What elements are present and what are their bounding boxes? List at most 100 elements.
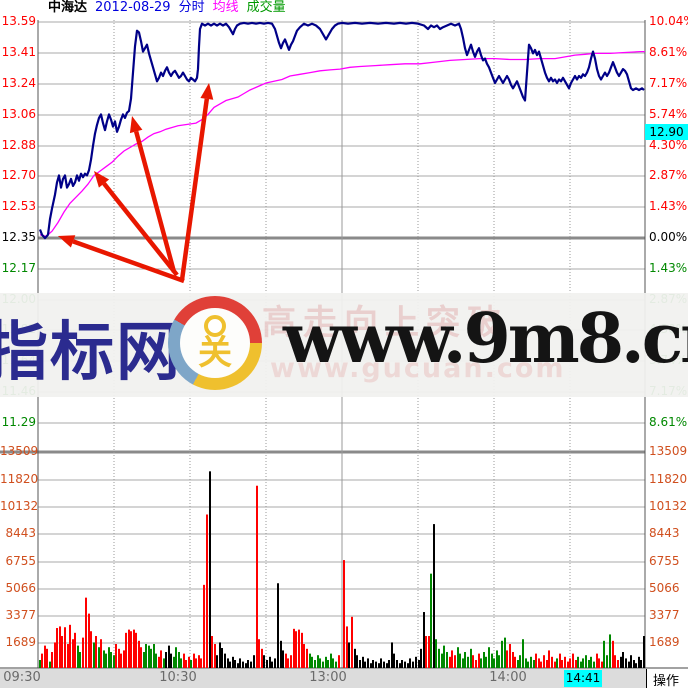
volume-axis-label-left: 6755: [5, 554, 36, 568]
volume-bar: [103, 650, 105, 668]
volume-bar: [488, 647, 490, 668]
volume-bar: [195, 658, 197, 668]
volume-bar: [475, 660, 477, 668]
volume-bar: [543, 655, 545, 668]
volume-bar: [622, 652, 624, 668]
price-axis-label: 12.88: [1, 138, 36, 152]
annotation-arrow-shaft: [179, 98, 210, 281]
volume-bar: [203, 584, 205, 668]
volume-bar: [330, 653, 332, 668]
watermark-band: 高走向上突破 www.gucuan.com 指标网 关 www.9m8.cn: [0, 293, 688, 397]
percent-axis-label: 8.61%: [649, 45, 688, 59]
annotation-arrow-shaft: [102, 182, 179, 277]
volume-bar: [293, 628, 295, 668]
volume-axis-label-left: 13509: [0, 444, 39, 458]
volume-bar: [609, 634, 611, 668]
volume-bar: [113, 655, 115, 668]
time-axis-label: 10:30: [159, 670, 197, 685]
volume-bar: [472, 655, 474, 668]
volume-bar: [404, 661, 406, 668]
volume-bar: [538, 658, 540, 668]
volume-axis-label-right: 13509: [649, 444, 688, 458]
volume-bar: [79, 652, 81, 668]
volume-bar: [41, 653, 43, 668]
volume-bar: [464, 652, 466, 668]
volume-bar: [418, 660, 420, 668]
volume-bar: [617, 660, 619, 668]
volume-bar: [354, 648, 356, 668]
volume-bar: [590, 656, 592, 668]
volume-bar: [525, 658, 527, 668]
volume-bar: [530, 656, 532, 668]
volume-bar: [504, 637, 506, 668]
volume-bar: [306, 648, 308, 668]
volume-bar: [572, 653, 574, 668]
volume-bar: [606, 655, 608, 668]
volume-bar: [183, 653, 185, 668]
volume-bar: [332, 658, 334, 668]
volume-bar: [39, 660, 41, 668]
volume-axis-label-right: 8443: [649, 526, 680, 540]
volume-bar: [242, 661, 244, 668]
volume-bar: [593, 661, 595, 668]
volume-bar: [88, 613, 90, 668]
volume-bar: [64, 627, 66, 668]
action-cell[interactable]: [646, 669, 688, 688]
volume-bar: [49, 661, 51, 668]
volume-bar: [596, 653, 598, 668]
volume-bar: [133, 629, 135, 668]
volume-bar: [301, 632, 303, 668]
9m8-coin-logo-icon: 关: [168, 296, 262, 390]
action-label[interactable]: 操作: [653, 674, 680, 688]
volume-bar: [567, 661, 569, 668]
volume-bar: [180, 658, 182, 668]
volume-bar: [407, 663, 409, 668]
volume-bar: [493, 658, 495, 668]
avg-line-legend[interactable]: 均线: [212, 0, 239, 15]
volume-bar: [140, 647, 142, 668]
volume-bar: [82, 637, 84, 668]
volume-bar: [282, 650, 284, 668]
volume-bar: [635, 663, 637, 668]
volume-bar: [551, 656, 553, 668]
percent-axis-label: 4.30%: [649, 138, 688, 152]
volume-bar: [46, 648, 48, 668]
volume-bar: [491, 653, 493, 668]
volume-bar: [462, 658, 464, 668]
volume-bar: [54, 642, 56, 668]
volume-axis-label-left: 10132: [0, 499, 39, 513]
volume-axis-label-right: 10132: [649, 499, 688, 513]
volume-bar: [338, 655, 340, 668]
volume-bar: [206, 514, 208, 668]
volume-bar: [229, 661, 231, 668]
volume-bar: [253, 655, 255, 668]
volume-bar: [346, 626, 348, 668]
volume-axis-label-right: 3377: [649, 608, 680, 622]
volume-bar: [224, 653, 226, 668]
volume-legend[interactable]: 成交量: [246, 0, 286, 15]
volume-bar: [250, 661, 252, 668]
volume-bar: [322, 661, 324, 668]
period-label[interactable]: 分时: [178, 0, 205, 15]
volume-bar: [575, 660, 577, 668]
volume-bar: [303, 644, 305, 668]
volume-bar: [335, 661, 337, 668]
price-axis-label: 12.17: [1, 261, 36, 275]
volume-bar: [120, 653, 122, 668]
volume-bar: [269, 656, 271, 668]
volume-bar: [237, 663, 239, 668]
title-bar: 中海达 2012-08-29 分时 均线 成交量: [48, 0, 286, 15]
volume-bar: [319, 658, 321, 668]
volume-bar: [188, 656, 190, 668]
volume-axis-label-left: 8443: [5, 526, 36, 540]
volume-bar: [383, 661, 385, 668]
volume-bar: [638, 656, 640, 668]
volume-bar: [277, 583, 279, 668]
volume-bar: [483, 652, 485, 668]
trade-date: 2012-08-29: [95, 0, 171, 15]
volume-bar: [173, 656, 175, 668]
annotation-arrow-shaft: [133, 130, 177, 273]
volume-bar: [628, 661, 630, 668]
volume-bar: [370, 663, 372, 668]
volume-bar: [51, 652, 53, 668]
